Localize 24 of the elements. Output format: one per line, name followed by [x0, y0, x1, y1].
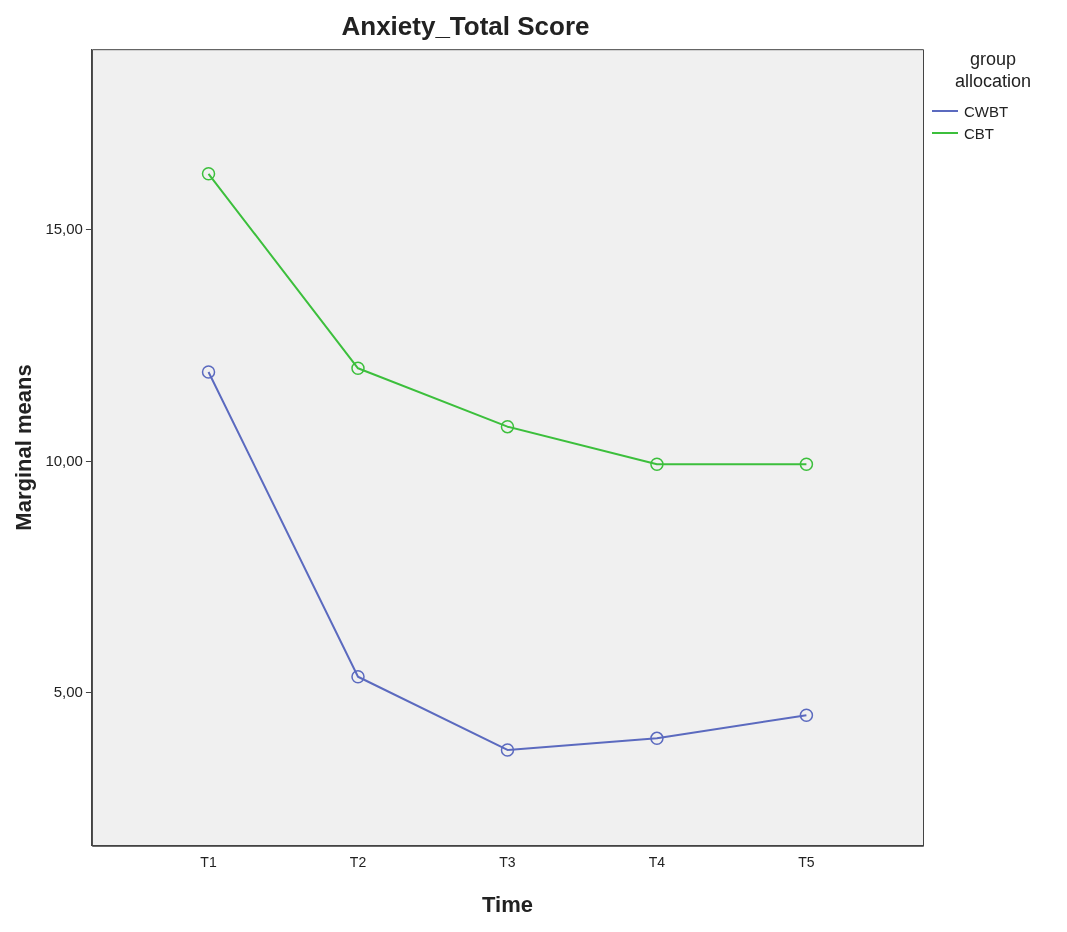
point	[201, 365, 216, 379]
point	[799, 457, 814, 471]
point	[650, 731, 664, 746]
legend-label: CBT	[964, 124, 994, 142]
point	[201, 167, 216, 181]
y-axis-title: Marginal means	[11, 364, 37, 531]
point	[351, 361, 365, 376]
x-tick-label: T2	[349, 854, 367, 871]
y-tick-label: 15,00	[45, 219, 83, 237]
chart-title: Anxiety_Total Score	[341, 10, 590, 41]
x-tick-label: T1	[200, 854, 217, 871]
legend-label: CWBT	[964, 102, 1009, 120]
x-tick-label: T3	[499, 854, 516, 871]
point	[500, 419, 515, 434]
point	[799, 708, 814, 722]
x-tick-label: T5	[798, 854, 815, 871]
x-tick-label: T4	[648, 854, 666, 871]
point	[351, 670, 365, 684]
x-axis-title: Time	[481, 891, 533, 917]
y-tick-label: 5,00	[53, 683, 83, 701]
y-tick-label: 10,00	[45, 451, 83, 469]
point	[650, 457, 664, 471]
point	[500, 743, 515, 757]
legend-title: group allocation	[953, 48, 1033, 92]
